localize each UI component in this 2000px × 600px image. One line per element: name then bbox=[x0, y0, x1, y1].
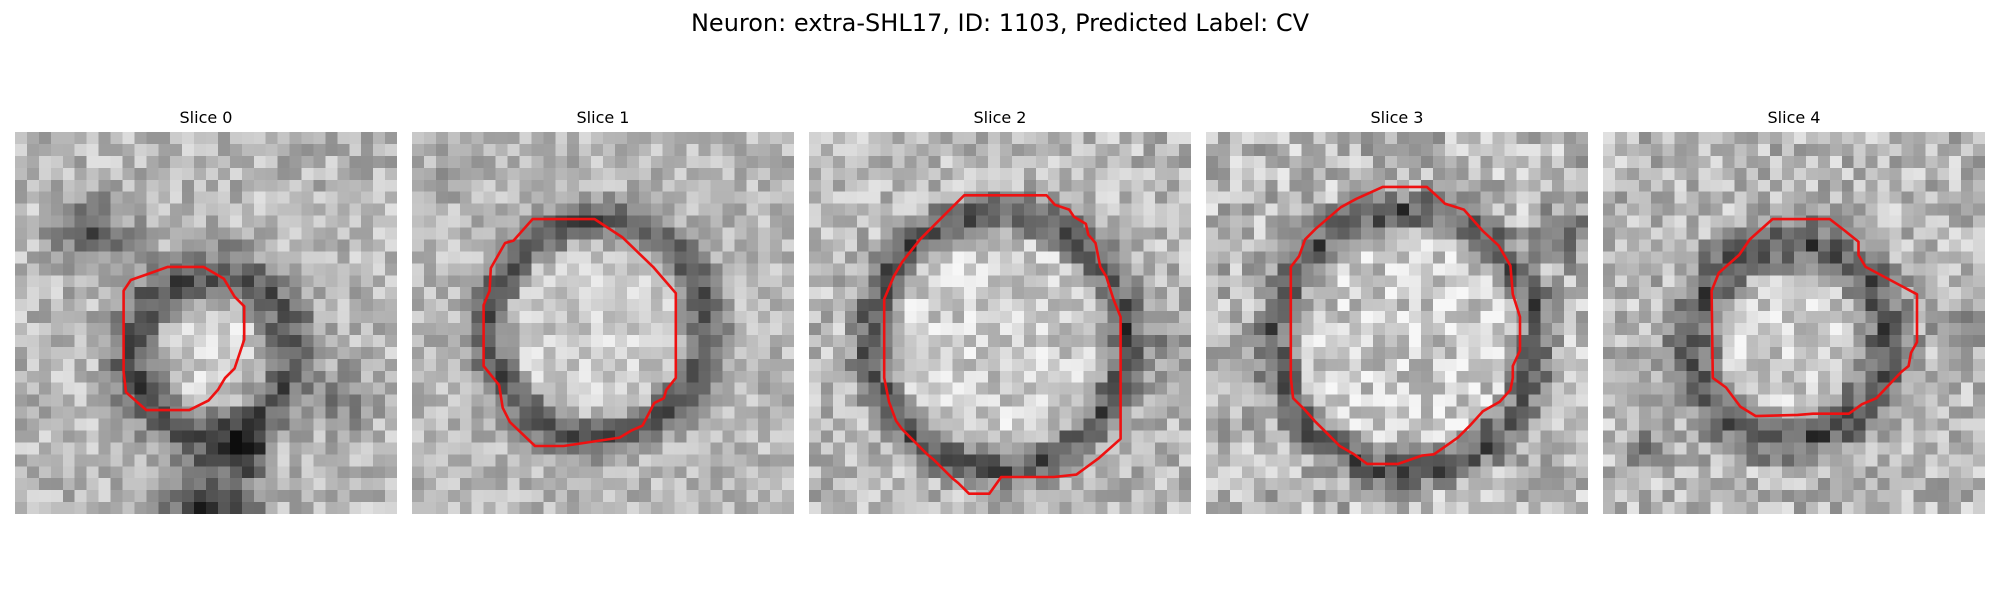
slice-image-2 bbox=[809, 132, 1191, 514]
figure-title: Neuron: extra-SHL17, ID: 1103, Predicted… bbox=[690, 9, 1310, 37]
slice-panel-4: Slice 4 bbox=[1603, 108, 1985, 514]
grayscale-micrograph bbox=[1603, 132, 1985, 514]
slice-panel-2: Slice 2 bbox=[809, 108, 1191, 514]
grayscale-micrograph bbox=[809, 132, 1191, 514]
slice-panel-1: Slice 1 bbox=[412, 108, 794, 514]
segmentation-contour bbox=[1289, 185, 1522, 466]
grayscale-micrograph bbox=[1206, 132, 1588, 514]
pixel-grid bbox=[15, 132, 397, 514]
segmentation-contour bbox=[482, 217, 678, 448]
pixel-grid bbox=[1603, 132, 1985, 514]
segmentation-contour bbox=[122, 265, 246, 412]
slice-image-0 bbox=[15, 132, 397, 514]
slice-title-1: Slice 1 bbox=[576, 108, 630, 127]
pixel-grid bbox=[412, 132, 794, 514]
slice-image-1 bbox=[412, 132, 794, 514]
slice-title-4: Slice 4 bbox=[1767, 108, 1821, 127]
grayscale-micrograph bbox=[15, 132, 397, 514]
slice-panel-0: Slice 0 bbox=[15, 108, 397, 514]
slice-title-0: Slice 0 bbox=[179, 108, 233, 127]
grayscale-micrograph bbox=[412, 132, 794, 514]
slice-title-2: Slice 2 bbox=[973, 108, 1027, 127]
segmentation-contour bbox=[882, 193, 1122, 496]
pixel-grid bbox=[809, 132, 1191, 514]
slice-panel-3: Slice 3 bbox=[1206, 108, 1588, 514]
segmentation-contour bbox=[1710, 217, 1919, 418]
slice-image-3 bbox=[1206, 132, 1588, 514]
slice-title-3: Slice 3 bbox=[1370, 108, 1424, 127]
slice-image-4 bbox=[1603, 132, 1985, 514]
pixel-grid bbox=[1206, 132, 1588, 514]
